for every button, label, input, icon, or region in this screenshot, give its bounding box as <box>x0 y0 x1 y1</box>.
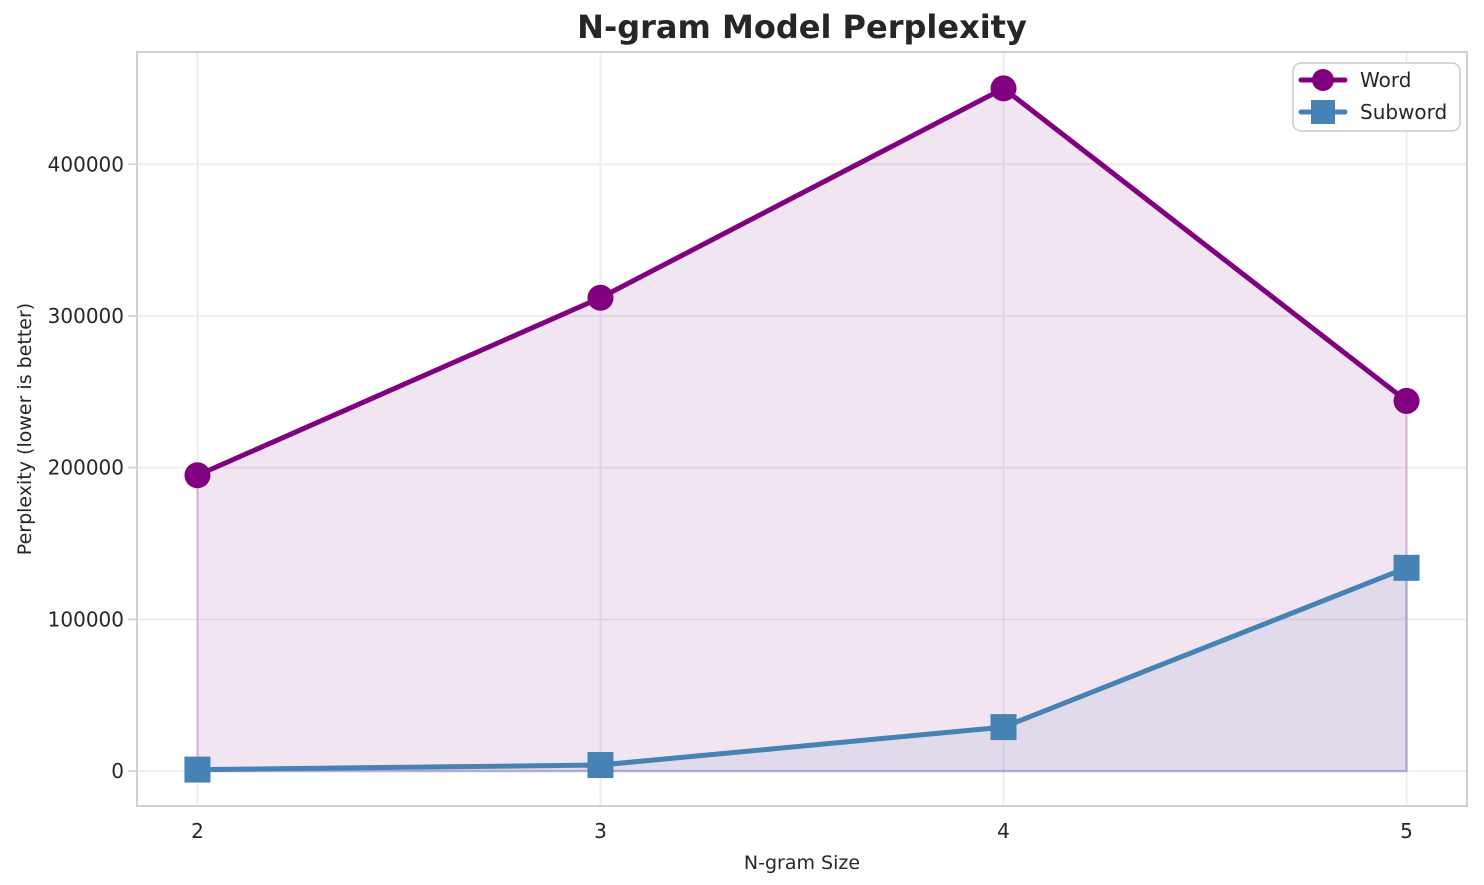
legend-circle-marker-icon <box>1312 69 1334 91</box>
y-tick-label: 300000 <box>48 304 124 328</box>
y-axis-label: Perplexity (lower is better) <box>14 303 36 555</box>
x-tick-label: 5 <box>1400 819 1413 843</box>
y-tick-label: 200000 <box>48 456 124 480</box>
word-data-point <box>184 462 211 489</box>
subword-data-point <box>990 714 1017 741</box>
x-tick-label: 3 <box>594 819 607 843</box>
word-data-point <box>587 284 614 311</box>
word-line <box>194 85 1410 478</box>
x-axis-label: N-gram Size <box>744 852 860 874</box>
x-tick-label: 2 <box>191 819 204 843</box>
plot-border <box>136 51 1468 807</box>
word-data-point <box>990 75 1017 102</box>
x-tick-label: 4 <box>997 819 1010 843</box>
y-tick-label: 100000 <box>48 607 124 631</box>
subword-data-point <box>587 752 614 779</box>
y-tick-label: 400000 <box>48 152 124 176</box>
legend-label-word: Word <box>1360 68 1411 92</box>
chart-title: N-gram Model Perplexity <box>577 8 1027 46</box>
legend-square-marker-icon <box>1311 100 1335 124</box>
subword-data-point <box>184 756 211 783</box>
y-tick-label: 0 <box>111 759 124 783</box>
legend-label-subword: Subword <box>1360 100 1447 124</box>
word-data-point <box>1393 387 1420 414</box>
subword-data-point <box>1393 554 1420 581</box>
subword-line <box>194 565 1410 773</box>
